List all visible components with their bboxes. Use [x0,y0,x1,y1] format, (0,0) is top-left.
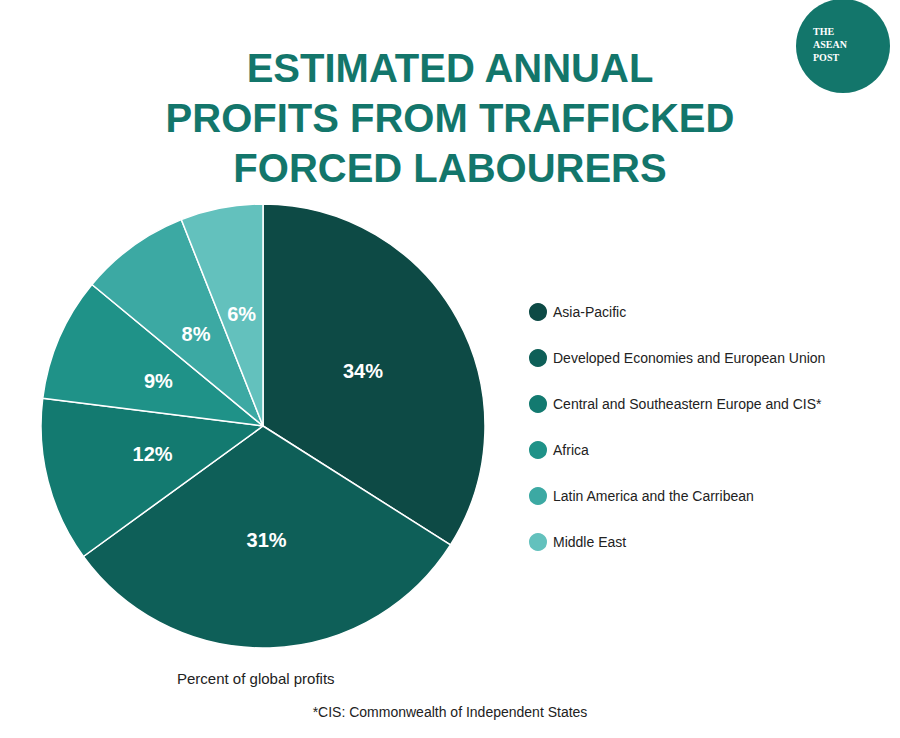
svg-text:*CIS: Commonwealth of Independ: *CIS: Commonwealth of Independent States [313,704,588,720]
svg-text:12%: 12% [133,443,173,465]
svg-text:THE: THE [813,26,834,37]
svg-text:Latin America and the Carribea: Latin America and the Carribean [553,488,754,504]
svg-text:9%: 9% [144,370,173,392]
svg-text:Developed Economies and Europe: Developed Economies and European Union [553,350,825,366]
svg-text:Middle East: Middle East [553,534,626,550]
svg-text:8%: 8% [182,323,211,345]
svg-text:34%: 34% [343,360,383,382]
svg-text:Percent of global profits: Percent of global profits [177,670,335,687]
svg-text:FORCED LABOURERS: FORCED LABOURERS [233,146,666,190]
svg-text:Africa: Africa [553,442,589,458]
svg-text:6%: 6% [227,303,256,325]
svg-text:Asia-Pacific: Asia-Pacific [553,304,626,320]
svg-text:POST: POST [813,52,839,63]
svg-text:PROFITS FROM TRAFFICKED: PROFITS FROM TRAFFICKED [166,96,735,140]
svg-text:Central and Southeastern Europ: Central and Southeastern Europe and CIS* [553,396,822,412]
svg-text:31%: 31% [247,529,287,551]
svg-text:ASEAN: ASEAN [813,39,848,50]
svg-text:ESTIMATED ANNUAL: ESTIMATED ANNUAL [247,46,654,90]
